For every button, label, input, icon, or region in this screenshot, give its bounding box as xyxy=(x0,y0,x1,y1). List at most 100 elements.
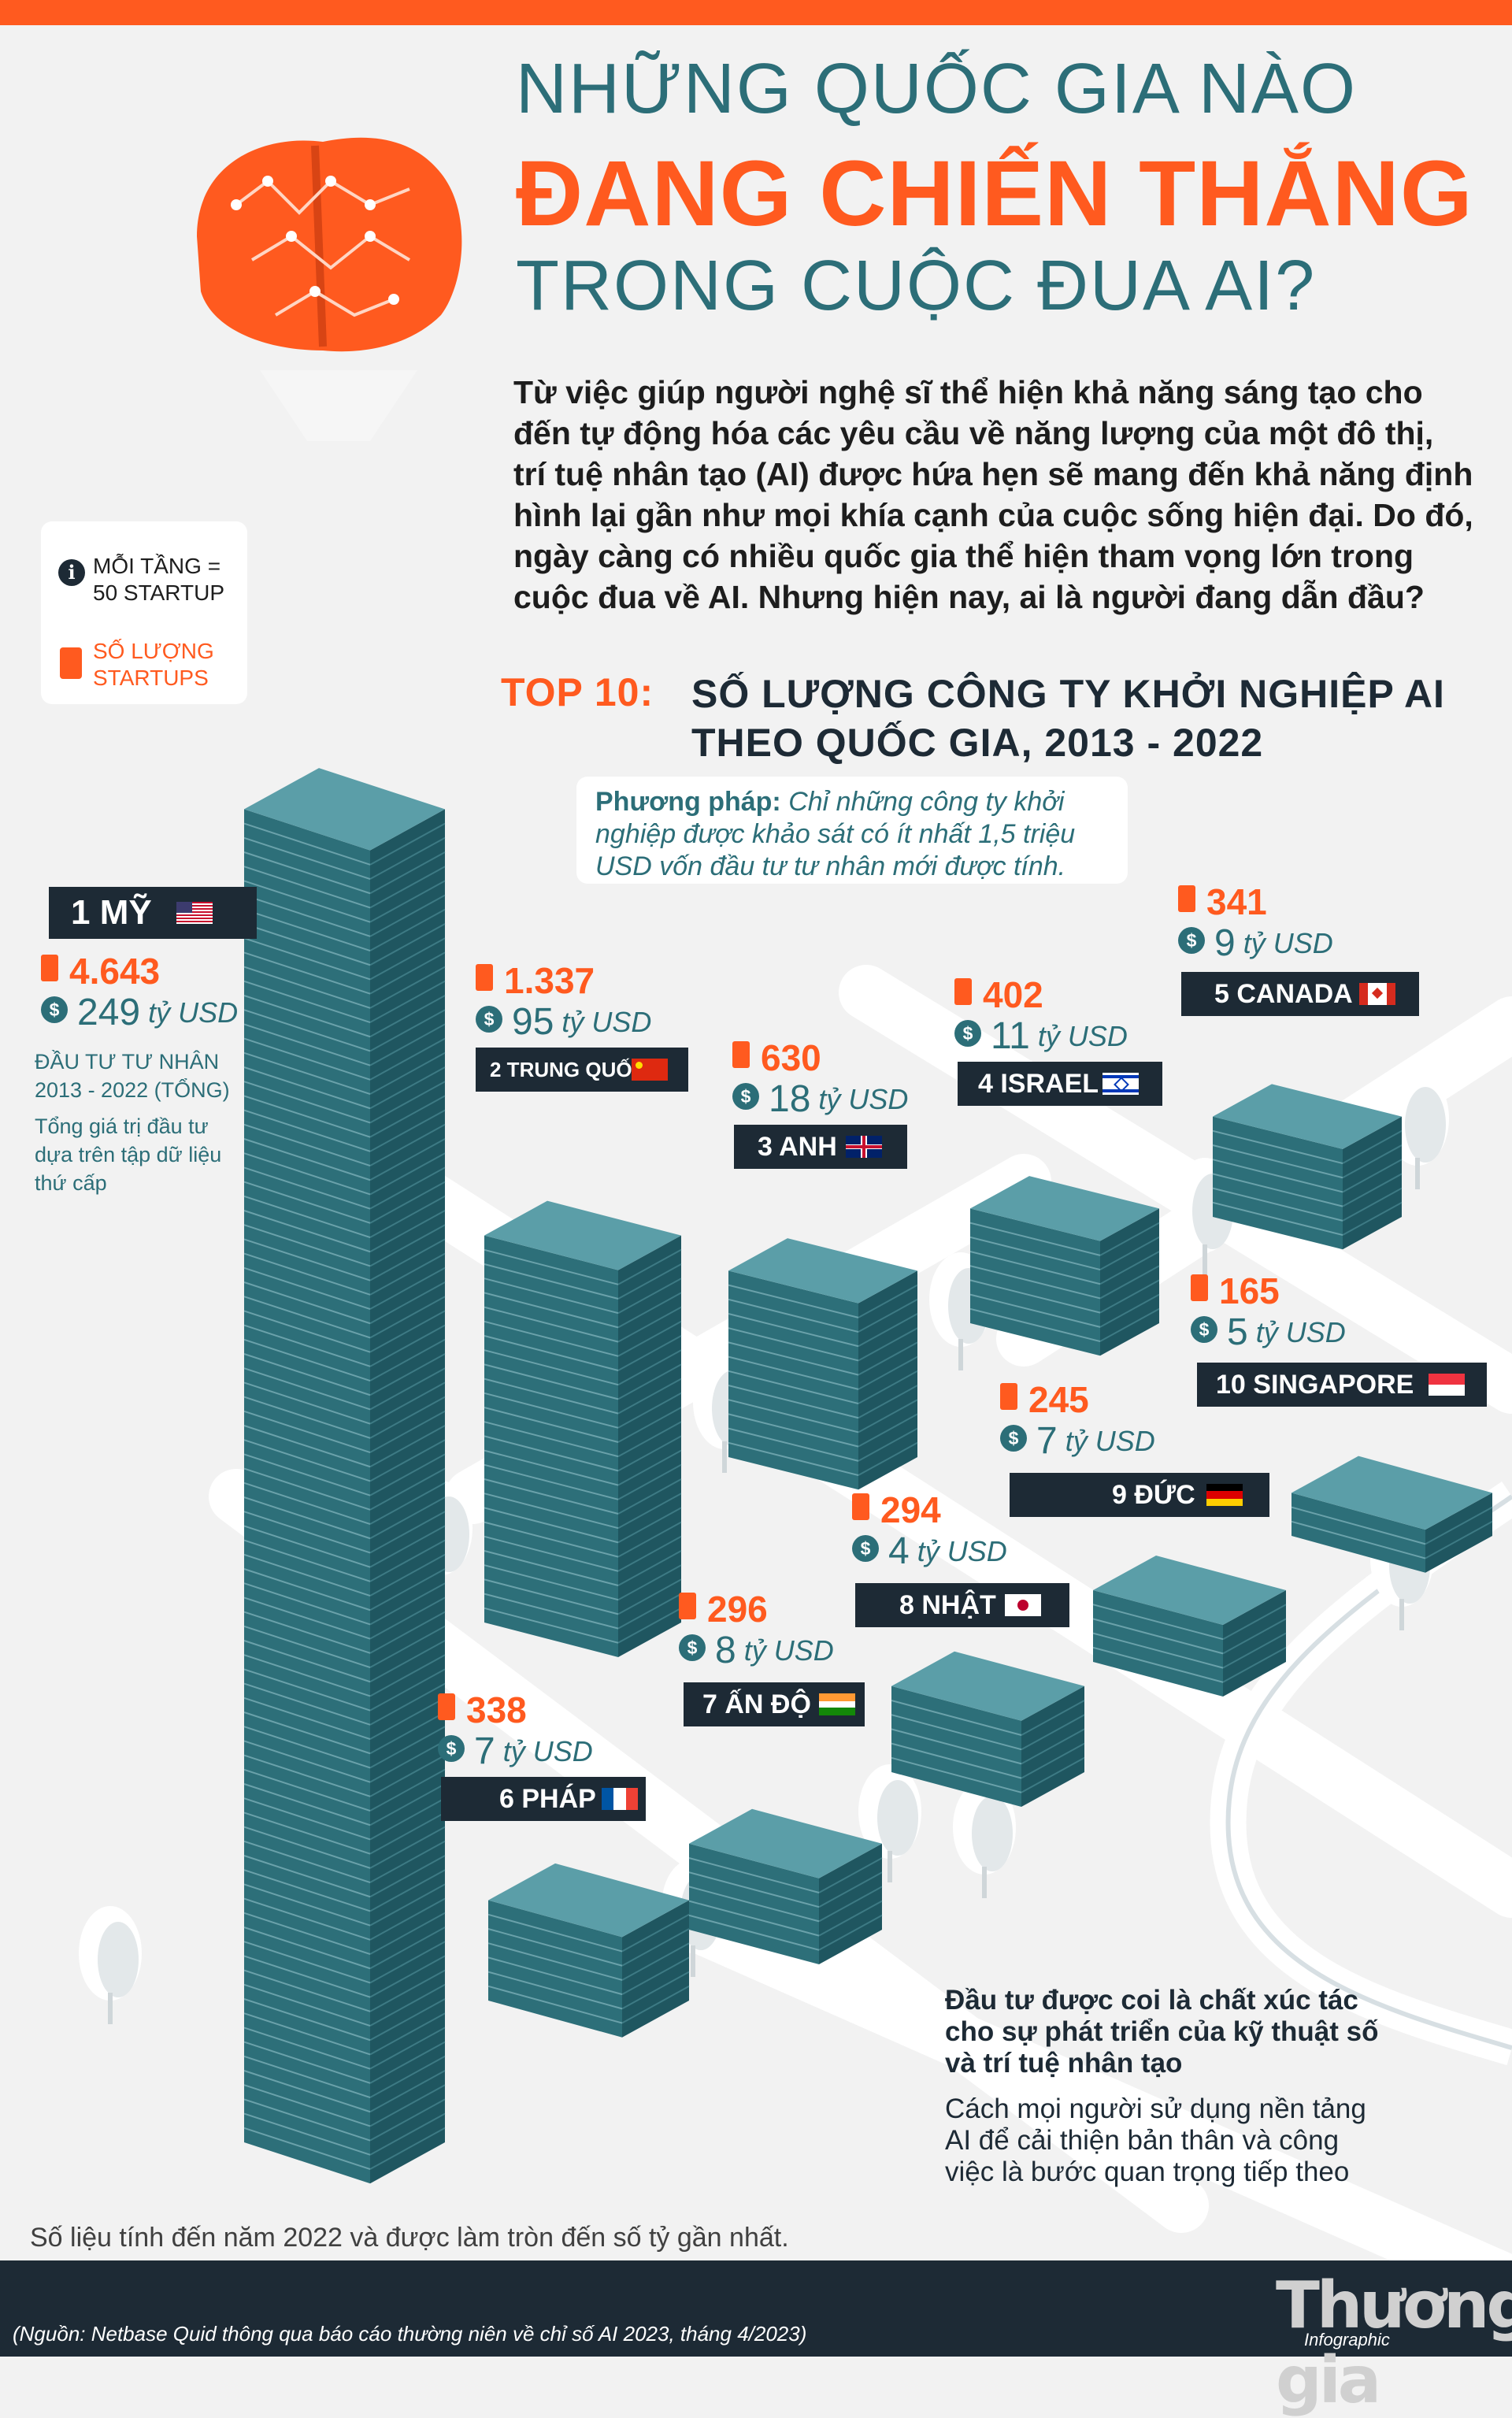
us-investment-label: ĐẦU TƯ TƯ NHÂN 2013 - 2022 (TỔNG) xyxy=(35,1050,230,1102)
country-name-tag: 5 CANADA xyxy=(1181,972,1419,1016)
country-name-tag: 3 ANH xyxy=(734,1125,907,1169)
uk-flag-icon xyxy=(846,1136,882,1158)
legend-floor-note: MỖI TẦNG = 50 STARTUP xyxy=(93,554,225,605)
count-value: 402 xyxy=(983,974,1043,1015)
startup-count: 341 xyxy=(1178,881,1267,923)
investment-unit: tỷ USD xyxy=(743,1634,834,1667)
investment-number: 11 xyxy=(991,1015,1030,1057)
investment-value: $11 tỷ USD xyxy=(954,1014,1128,1058)
method-body: Chỉ những công ty khởi nghiệp được khảo … xyxy=(595,787,1076,881)
building-uk xyxy=(728,1238,918,1490)
country-name: 3 ANH xyxy=(758,1132,837,1162)
dollar-icon: $ xyxy=(679,1634,706,1661)
building-jp xyxy=(891,1651,1085,1807)
brand-subtitle: Infographic xyxy=(1304,2330,1390,2349)
cn-flag-icon xyxy=(632,1059,668,1081)
startup-count: 1.337 xyxy=(476,959,595,1002)
investment-number: 9 xyxy=(1214,922,1236,964)
count-value: 1.337 xyxy=(504,960,595,1001)
building-icon xyxy=(476,964,493,991)
country-name-tag: 4 ISRAEL xyxy=(958,1062,1162,1106)
investment-number: 5 xyxy=(1227,1311,1248,1353)
country-name-tag: 10 SINGAPORE xyxy=(1197,1363,1487,1407)
investment-unit: tỷ USD xyxy=(502,1734,593,1767)
method-label: Phương pháp: xyxy=(595,787,781,817)
building-sg xyxy=(1291,1456,1493,1573)
building-icon xyxy=(1191,1274,1208,1301)
country-name-tag: 8 NHẬT xyxy=(855,1583,1069,1627)
country-name-tag: 6 PHÁP xyxy=(441,1777,646,1821)
us-total-note: Tổng giá trị đầu tư dựa trên tập dữ liệu… xyxy=(35,1114,222,1195)
building-icon xyxy=(1178,885,1195,912)
sg-flag-icon xyxy=(1429,1374,1465,1396)
country-name: 1 MỸ xyxy=(71,893,152,932)
building-ca xyxy=(1212,1084,1403,1250)
investment-number: 249 xyxy=(77,992,141,1033)
country-name: 2 TRUNG QUỐC xyxy=(490,1058,647,1081)
title-line-3: TRONG CUỘC ĐUA AI? xyxy=(516,247,1317,325)
count-value: 338 xyxy=(466,1689,527,1730)
investment-value: $95 tỷ USD xyxy=(476,1000,651,1044)
count-value: 245 xyxy=(1028,1379,1089,1420)
investment-value: $5 tỷ USD xyxy=(1191,1311,1346,1354)
count-value: 4.643 xyxy=(69,951,161,992)
de-flag-icon xyxy=(1206,1484,1243,1506)
footer-heading: Đầu tư được coi là chất xúc tác cho sự p… xyxy=(945,1985,1379,2079)
building-icon xyxy=(732,1041,750,1068)
legend-box: i MỖI TẦNG = 50 STARTUP SỐ LƯỢNG STARTUP… xyxy=(41,521,247,704)
investment-value: $9 tỷ USD xyxy=(1178,922,1333,965)
count-value: 165 xyxy=(1219,1270,1280,1311)
dollar-icon: $ xyxy=(954,1019,981,1047)
dollar-icon: $ xyxy=(438,1734,465,1762)
building-cn xyxy=(484,1200,682,1657)
dollar-icon: $ xyxy=(1191,1315,1217,1343)
chart-title: SỐ LƯỢNG CÔNG TY KHỞI NGHIỆP AI THEO QUỐ… xyxy=(691,672,1445,765)
count-value: 341 xyxy=(1206,881,1267,922)
il-flag-icon xyxy=(1102,1073,1139,1095)
investment-unit: tỷ USD xyxy=(1065,1424,1155,1457)
startup-count: 630 xyxy=(732,1037,821,1079)
building-icon xyxy=(954,978,972,1005)
building-icon xyxy=(679,1593,696,1619)
startup-count: 402 xyxy=(954,974,1043,1016)
investment-number: 95 xyxy=(512,1001,554,1043)
legend-count-label: SỐ LƯỢNG STARTUPS xyxy=(93,639,214,690)
intro-paragraph: Từ việc giúp người nghệ sĩ thể hiện khả … xyxy=(513,374,1473,615)
count-value: 296 xyxy=(707,1589,768,1630)
investment-unit: tỷ USD xyxy=(1255,1315,1346,1348)
country-name: 10 SINGAPORE xyxy=(1216,1370,1414,1400)
building-in xyxy=(688,1808,883,1964)
dollar-icon: $ xyxy=(41,996,68,1023)
us-flag-icon xyxy=(176,902,213,924)
investment-value: $7 tỷ USD xyxy=(438,1730,593,1773)
country-name: 5 CANADA xyxy=(1214,979,1353,1009)
country-name-tag: 1 MỸ xyxy=(49,887,257,939)
count-value: 630 xyxy=(761,1037,821,1078)
investment-value: $4 tỷ USD xyxy=(852,1530,1007,1573)
investment-unit: tỷ USD xyxy=(148,996,239,1029)
title-line-2: ĐANG CHIẾN THẮNG xyxy=(516,142,1473,246)
building-fr xyxy=(487,1863,690,2038)
building-il xyxy=(969,1176,1160,1356)
brain-icon xyxy=(197,137,462,441)
building-icon xyxy=(41,955,58,981)
top10-label: TOP 10: xyxy=(501,670,654,714)
in-flag-icon xyxy=(819,1693,855,1715)
investment-unit: tỷ USD xyxy=(561,1005,652,1038)
buildings xyxy=(243,768,1493,2184)
country-name-tag: 9 ĐỨC xyxy=(1010,1473,1269,1517)
country-name-tag: 7 ẤN ĐỘ xyxy=(684,1682,865,1726)
country-name: 8 NHẬT xyxy=(899,1590,996,1620)
startup-count: 245 xyxy=(1000,1378,1089,1421)
building-icon xyxy=(1000,1383,1017,1410)
footer-text: Cách mọi người sử dụng nền tảng AI để cả… xyxy=(945,2093,1366,2187)
building-icon xyxy=(852,1493,869,1520)
jp-flag-icon xyxy=(1005,1594,1041,1616)
investment-value: $7 tỷ USD xyxy=(1000,1419,1155,1463)
dollar-icon: $ xyxy=(476,1005,502,1033)
country-name: 6 PHÁP xyxy=(499,1784,596,1814)
investment-value: $18 tỷ USD xyxy=(732,1077,908,1121)
country-name: 7 ẤN ĐỘ xyxy=(702,1689,811,1719)
startup-count: 296 xyxy=(679,1588,768,1630)
building-icon xyxy=(60,647,82,679)
